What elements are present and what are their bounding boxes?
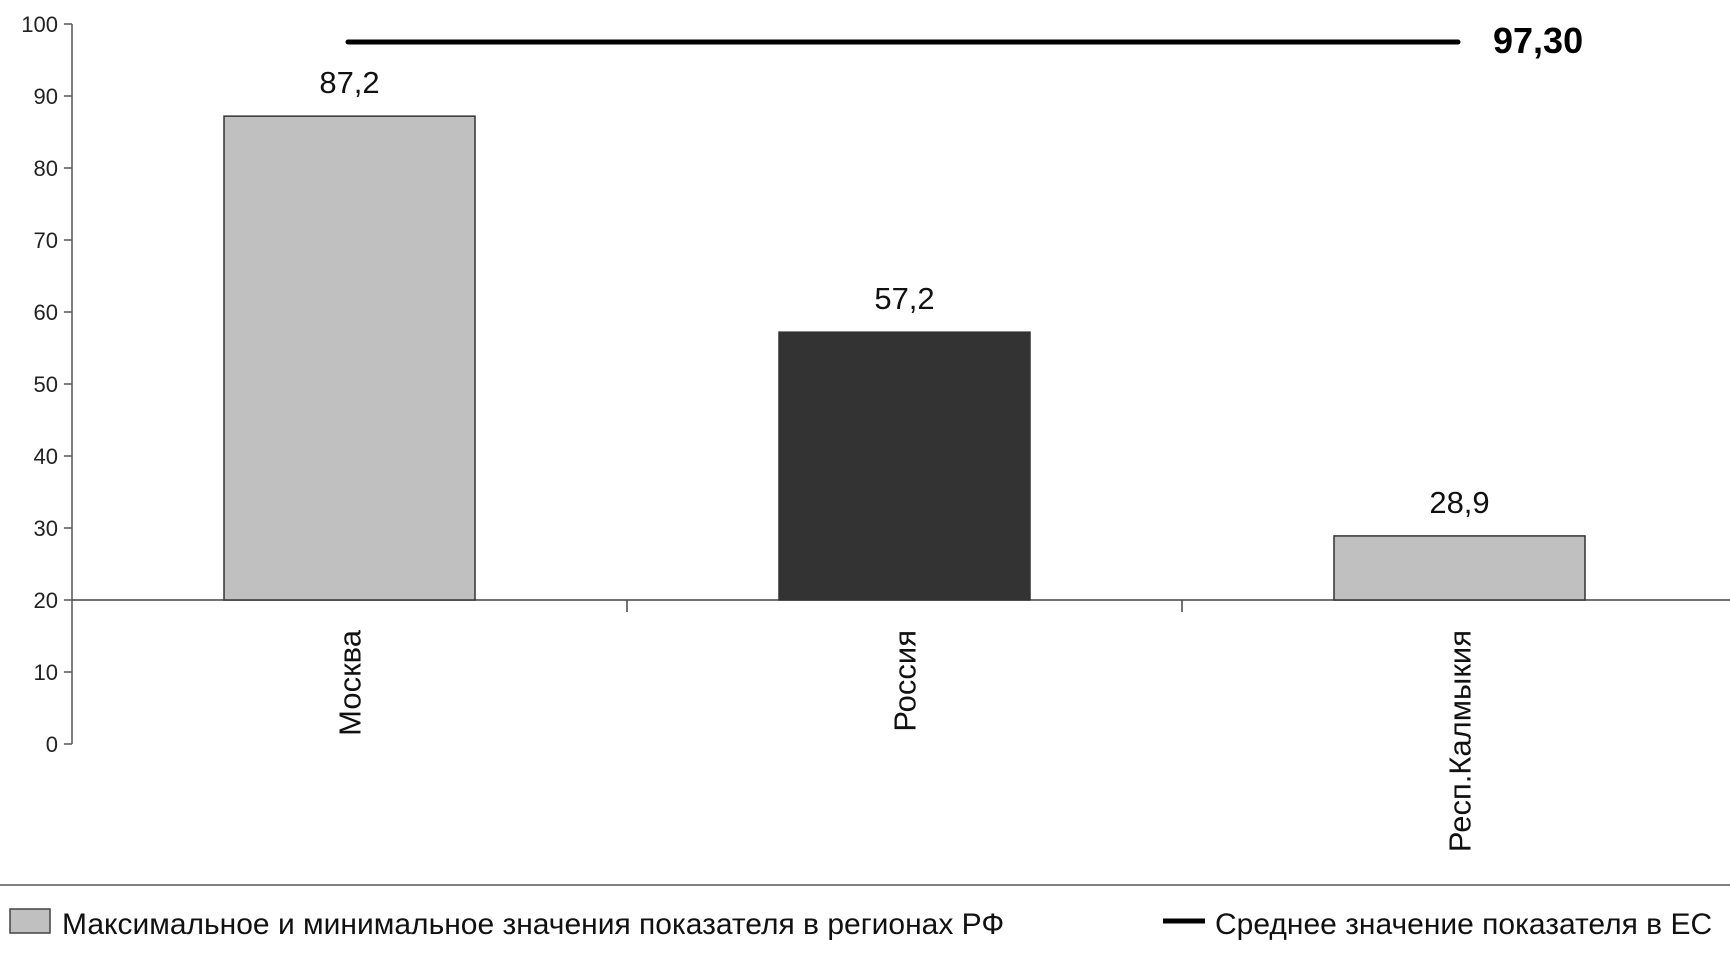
y-tick-label: 20: [34, 588, 58, 613]
data-labels: 87,2 57,2 28,9: [319, 65, 1489, 520]
y-tick-label: 40: [34, 444, 58, 469]
y-tick-label: 100: [21, 12, 58, 37]
legend-swatch-bar: [9, 908, 51, 934]
bar: [223, 115, 476, 601]
y-tick-label: 80: [34, 156, 58, 181]
y-tick-label: 10: [34, 660, 58, 685]
y-tick-label: 0: [46, 732, 58, 757]
legend: Максимальное и минимальное значения пока…: [9, 908, 1712, 941]
data-label: 87,2: [319, 65, 379, 100]
y-tick-label: 70: [34, 228, 58, 253]
y-tick-label: 60: [34, 300, 58, 325]
category-label: Москва: [333, 629, 368, 736]
y-tick-label: 90: [34, 84, 58, 109]
category-labels: Москва Россия Респ.Калмыкия: [333, 629, 1478, 852]
category-label: Респ.Калмыкия: [1443, 630, 1478, 852]
data-label: 28,9: [1429, 485, 1489, 520]
category-label: Россия: [888, 630, 923, 732]
reference-line-group: 97,30: [345, 20, 1583, 61]
y-tick-label: 30: [34, 516, 58, 541]
legend-label: Среднее значение показателя в ЕС: [1215, 908, 1712, 941]
bar: [778, 331, 1031, 601]
bar: [1333, 535, 1586, 601]
reference-line-label: 97,30: [1493, 20, 1583, 61]
bars: [223, 115, 1586, 601]
legend-label: Максимальное и минимальное значения пока…: [62, 908, 1004, 941]
data-label: 57,2: [874, 281, 934, 316]
y-tick-label: 50: [34, 372, 58, 397]
